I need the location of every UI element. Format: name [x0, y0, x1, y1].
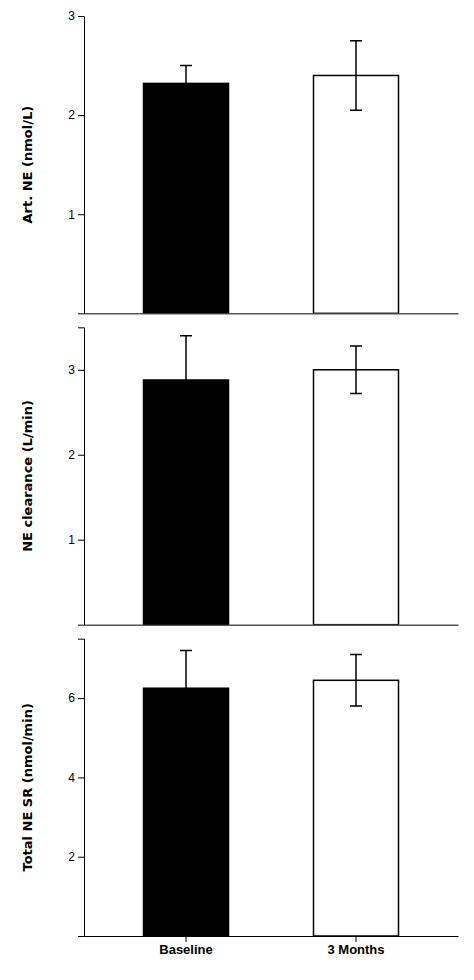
error-bar-cap — [350, 345, 362, 347]
y-tick: 2 — [68, 448, 84, 462]
error-bar — [350, 41, 362, 110]
error-bar — [180, 651, 192, 726]
y-tick-mark — [78, 214, 84, 215]
x-tick-label: 3 Months — [327, 942, 384, 957]
error-bar — [350, 655, 362, 707]
y-tick: 3 — [68, 9, 84, 23]
y-axis-title: NE clearance (L/min) — [20, 400, 35, 552]
error-bar-cap — [350, 109, 362, 111]
y-axis-line — [78, 639, 85, 936]
y-axis: 1 2 3 — [68, 328, 84, 625]
y-tick-mark — [78, 540, 84, 541]
y-tick-label: 3 — [68, 363, 75, 377]
error-bar-cap — [180, 423, 192, 425]
y-axis: 2 4 6 — [68, 639, 84, 936]
error-bar-cap — [180, 100, 192, 102]
error-bar-stem — [185, 651, 187, 726]
y-tick-label: 3 — [68, 9, 75, 23]
error-bar-cap — [350, 705, 362, 707]
marks — [144, 41, 399, 314]
x-tick-mark — [186, 936, 187, 942]
x-axis-line — [85, 625, 459, 626]
x-tick: 3 Months — [327, 936, 384, 957]
error-bar-cap — [350, 654, 362, 656]
y-tick-mark — [78, 698, 84, 699]
y-tick-label: 2 — [68, 448, 75, 462]
error-bar-cap — [180, 725, 192, 727]
chart-svg: 1 2 3 Art. NE (nmol/L) 1 2 3 NE clearance (L/mi… — [0, 0, 474, 980]
y-axis: 1 2 3 — [68, 9, 84, 313]
y-axis-line — [78, 328, 85, 625]
panel: 2 4 6 Baseline 3 Months Total NE SR (nmol/min… — [20, 639, 459, 957]
error-bar-stem — [355, 346, 357, 394]
y-tick-label: 1 — [68, 208, 75, 222]
error-bar-cap — [350, 40, 362, 42]
x-axis-line — [85, 313, 459, 314]
x-axis — [85, 625, 459, 626]
y-tick: 1 — [68, 533, 84, 547]
bar — [314, 75, 399, 313]
bar — [144, 688, 229, 936]
error-bar-stem — [355, 655, 357, 707]
y-tick: 1 — [68, 208, 84, 222]
panel: 1 2 3 NE clearance (L/min) — [20, 328, 459, 625]
y-tick-label: 6 — [68, 691, 75, 705]
y-tick: 2 — [68, 108, 84, 122]
marks — [144, 651, 399, 936]
panel: 1 2 3 Art. NE (nmol/L) — [20, 9, 459, 313]
error-bar-stem — [185, 66, 187, 102]
y-axis-line — [78, 17, 85, 314]
x-tick-mark — [356, 936, 357, 942]
x-axis: Baseline 3 Months — [85, 936, 459, 957]
bar — [314, 370, 399, 625]
error-bar-cap — [180, 650, 192, 652]
y-tick: 6 — [68, 691, 84, 705]
y-tick-mark — [78, 115, 84, 116]
x-tick-label: Baseline — [159, 942, 212, 957]
x-axis — [85, 313, 459, 314]
error-bar — [180, 336, 192, 424]
x-axis-line — [85, 936, 459, 937]
y-tick-label: 2 — [68, 108, 75, 122]
error-bar-cap — [350, 393, 362, 395]
error-bar — [180, 66, 192, 102]
bar — [144, 83, 229, 313]
y-tick-mark — [78, 857, 84, 858]
y-tick-mark — [78, 16, 84, 17]
y-tick-label: 2 — [68, 850, 75, 864]
error-bar-cap — [180, 335, 192, 337]
y-tick-label: 1 — [68, 533, 75, 547]
y-tick: 2 — [68, 850, 84, 864]
y-tick: 4 — [68, 771, 84, 785]
y-tick-mark — [78, 777, 84, 778]
y-tick-mark — [78, 370, 84, 371]
bar — [314, 680, 399, 936]
y-tick: 3 — [68, 363, 84, 377]
y-tick-mark — [78, 455, 84, 456]
error-bar — [350, 346, 362, 394]
error-bar-cap — [180, 65, 192, 67]
error-bar-stem — [355, 41, 357, 110]
y-axis-title: Total NE SR (nmol/min) — [20, 703, 35, 871]
marks — [144, 336, 399, 625]
y-tick-label: 4 — [68, 771, 75, 785]
x-tick: Baseline — [159, 936, 212, 957]
error-bar-stem — [185, 336, 187, 424]
y-axis-title: Art. NE (nmol/L) — [20, 106, 35, 224]
